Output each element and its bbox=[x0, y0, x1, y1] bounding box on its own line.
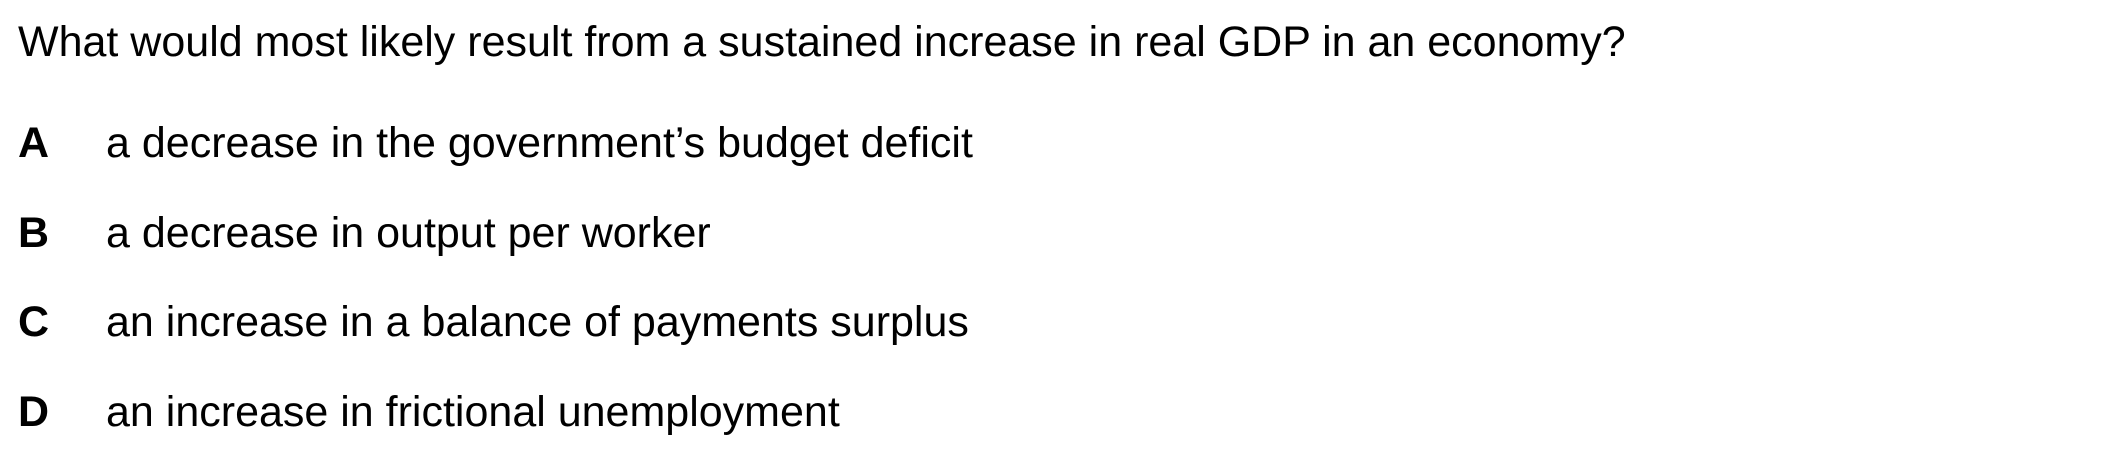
option-text: an increase in a balance of payments sur… bbox=[106, 297, 969, 346]
option-letter: C bbox=[18, 297, 50, 346]
option-letter: A bbox=[18, 118, 50, 167]
option-text: a decrease in output per worker bbox=[106, 208, 711, 257]
option-b: B a decrease in output per worker bbox=[18, 203, 711, 263]
option-text: an increase in frictional unemployment bbox=[106, 387, 840, 436]
option-d: D an increase in frictional unemployment bbox=[18, 382, 840, 442]
option-a: A a decrease in the government’s budget … bbox=[18, 113, 973, 173]
option-letter: D bbox=[18, 387, 50, 436]
option-c: C an increase in a balance of payments s… bbox=[18, 292, 969, 352]
option-letter: B bbox=[18, 208, 50, 257]
question-text: What would most likely result from a sus… bbox=[18, 18, 1626, 66]
option-text: a decrease in the government’s budget de… bbox=[106, 118, 973, 167]
